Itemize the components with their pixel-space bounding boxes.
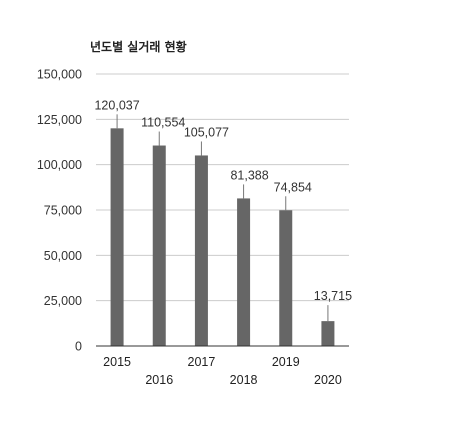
data-label: 110,554 [141,116,185,130]
y-tick-label: 125,000 [37,113,82,127]
data-label: 74,854 [274,180,312,194]
bar [152,145,166,346]
data-label: 105,077 [184,125,229,139]
y-axis-ticks: 0 25,000 50,000 75,000 100,000 125,000 150,000 [37,68,82,354]
y-tick-label: 0 [75,340,82,354]
data-label: 81,388 [230,168,268,182]
x-tick-label: 2015 [103,355,131,369]
bar [110,128,124,346]
bar [194,155,208,346]
x-tick-label: 2017 [188,355,216,369]
x-tick-label: 2016 [145,373,173,387]
x-tick-label: 2020 [314,373,342,387]
y-tick-label: 50,000 [44,249,82,263]
y-tick-label: 150,000 [37,68,82,82]
y-tick-label: 100,000 [37,158,82,172]
bars [110,128,335,346]
bar [237,198,251,346]
y-tick-label: 75,000 [44,204,82,218]
gridlines [96,73,349,302]
chart-title: 년도별 실거래 현황 [90,39,187,54]
x-tick-label: 2018 [230,373,258,387]
x-axis-ticks: 2015 2016 2017 2018 2019 2020 [103,355,342,387]
y-tick-label: 25,000 [44,294,82,308]
data-label: 120,037 [94,98,139,112]
data-label: 13,715 [314,289,352,303]
x-tick-label: 2019 [272,355,300,369]
bar [321,321,335,346]
bar [279,210,293,346]
